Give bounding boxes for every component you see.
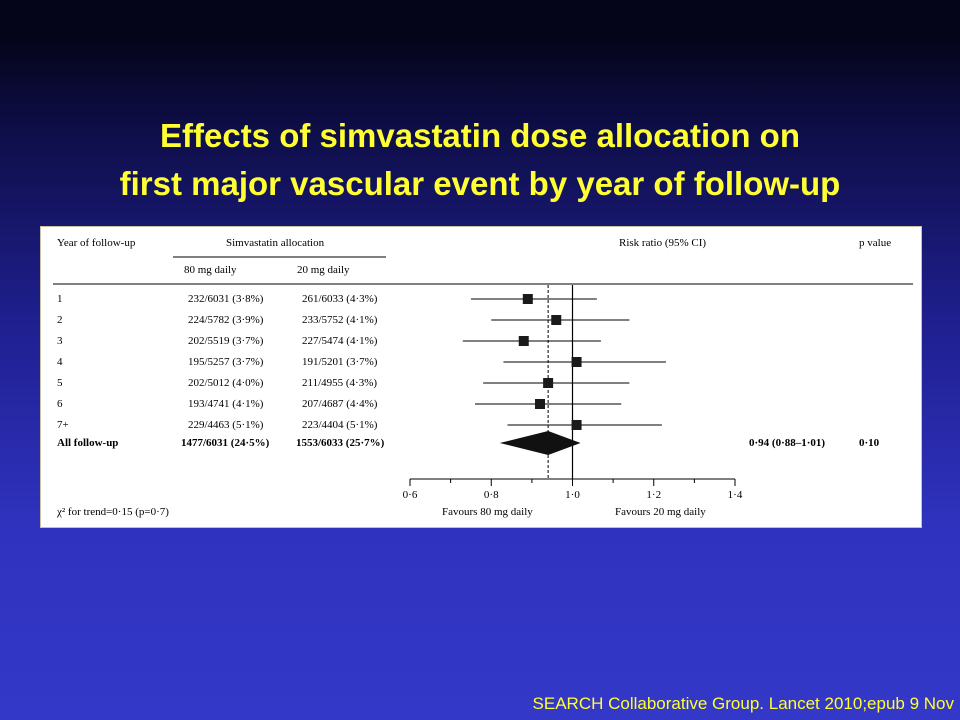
row-year: 5 [57,377,63,389]
overall-diamond [499,431,581,455]
row-year: 6 [57,398,63,410]
x-tick-label: 1·2 [646,489,661,501]
point-estimate [535,399,545,409]
row-80mg: 232/6031 (3·8%) [188,293,264,305]
slide-title-line1: Effects of simvastatin dose allocation o… [160,117,800,154]
total-20mg: 1553/6033 (25·7%) [296,437,385,449]
x-tick-label: 0·8 [484,489,499,501]
forest-plot-svg: 0·6 0·8 1·0 1·2 1·4 [53,256,913,501]
row-year: 7+ [57,419,69,431]
header-80mg: 80 mg daily [184,264,237,276]
row-20mg: 191/5201 (3·7%) [302,356,378,368]
total-risk-ratio: 0·94 (0·88–1·01) [749,437,826,449]
row-20mg: 233/5752 (4·1%) [302,314,378,326]
x-tick-label: 0·6 [403,489,418,501]
row-year: 1 [57,293,63,305]
header-year: Year of follow-up [57,237,136,249]
row-20mg: 211/4955 (4·3%) [302,377,378,389]
point-estimate [522,294,533,304]
point-estimate [543,378,554,388]
point-estimate [571,357,582,367]
x-tick-label: 1·4 [728,489,743,501]
citation: SEARCH Collaborative Group. Lancet 2010;… [532,694,954,713]
total-year: All follow-up [57,437,119,449]
row-80mg: 193/4741 (4·1%) [188,398,264,410]
point-estimate [551,315,562,325]
header-allocation: Simvastatin allocation [226,237,325,249]
x-tick-label: 1·0 [565,489,580,501]
row-20mg: 223/4404 (5·1%) [302,419,378,431]
row-year: 2 [57,314,63,326]
point-estimate [518,336,529,346]
row-80mg: 229/4463 (5·1%) [188,419,264,431]
row-20mg: 261/6033 (4·3%) [302,293,378,305]
row-20mg: 207/4687 (4·4%) [302,398,378,410]
row-year: 3 [57,335,63,347]
row-year: 4 [57,356,63,368]
total-p-value: 0·10 [859,437,880,449]
row-80mg: 202/5012 (4·0%) [188,377,264,389]
favours-right-label: Favours 20 mg daily [615,506,706,518]
point-estimate [571,420,582,430]
row-20mg: 227/5474 (4·1%) [302,335,378,347]
forest-plot-panel: 0·6 0·8 1·0 1·2 1·4 Year of follow-up Simvas… [40,226,922,528]
row-80mg: 195/5257 (3·7%) [188,356,264,368]
slide-title: Effects of simvastatin dose allocation o… [0,112,960,208]
slide-title-line2: first major vascular event by year of fo… [119,165,841,202]
total-80mg: 1477/6031 (24·5%) [181,437,270,449]
row-80mg: 224/5782 (3·9%) [188,314,264,326]
row-80mg: 202/5519 (3·7%) [188,335,264,347]
favours-left-label: Favours 80 mg daily [442,506,533,518]
header-risk-ratio: Risk ratio (95% CI) [619,237,707,249]
header-p-value: p value [859,237,892,249]
header-20mg: 20 mg daily [297,264,350,276]
trend-text: χ² for trend=0·15 (p=0·7) [57,506,169,518]
